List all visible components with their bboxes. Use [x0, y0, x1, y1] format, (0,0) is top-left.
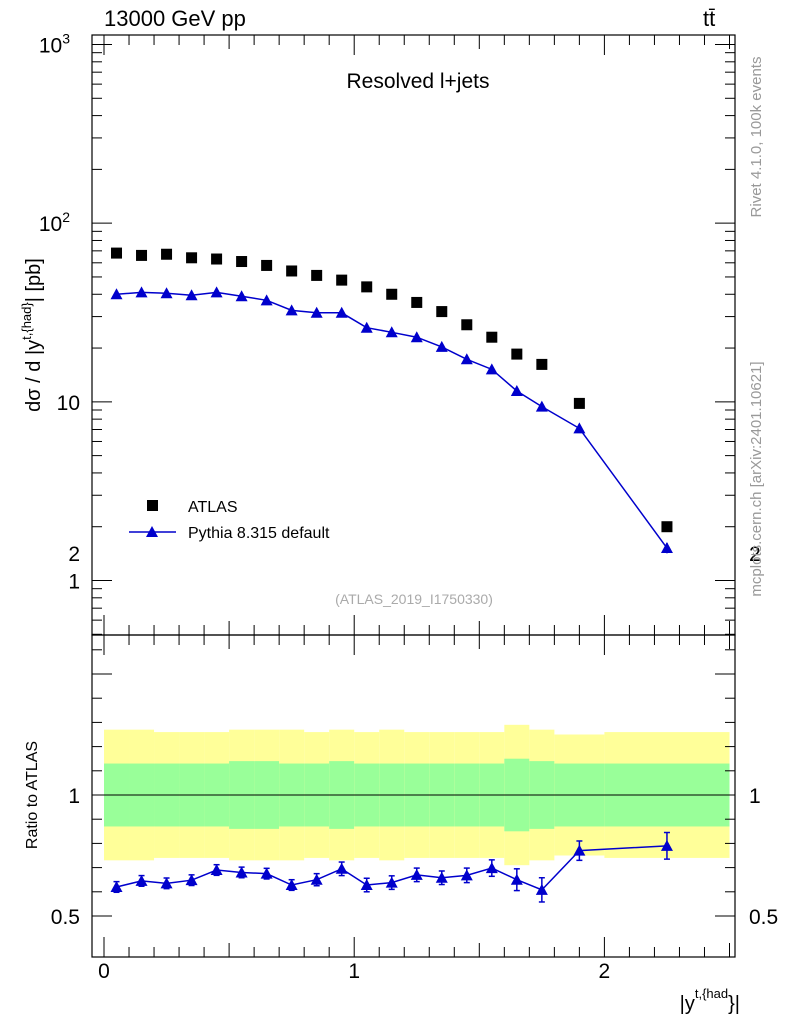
pythia-point	[360, 321, 373, 333]
atlas-point	[461, 319, 473, 331]
header-process-label: tt̄	[703, 6, 716, 31]
svg-text:|yt,{had}|: |yt,{had}|	[680, 986, 740, 1015]
rivet-side-label: Rivet 4.1.0, 100k events	[748, 57, 765, 218]
pythia-point	[510, 384, 523, 396]
pythia-point	[385, 326, 398, 338]
ratio-point	[360, 879, 373, 891]
main-y-tick-label: 103	[39, 31, 70, 58]
ratio-y-tick-label-right: 1	[749, 785, 761, 808]
ratio-y-axis-title: Ratio to ATLAS	[24, 741, 41, 849]
pythia-point	[285, 304, 298, 316]
ratio-point	[535, 883, 548, 895]
atlas-point	[211, 253, 223, 265]
pythia-series-line	[116, 291, 668, 549]
pythia-point	[260, 294, 273, 306]
legend-label-pythia: Pythia 8.315 default	[188, 525, 330, 542]
main-y-tick-label: 10	[57, 392, 80, 415]
legend: ATLAS Pythia 8.315 default	[129, 499, 330, 542]
ratio-x-tick-label: 0	[98, 960, 110, 983]
pythia-point	[135, 286, 148, 298]
ratio-point	[310, 873, 323, 885]
ratio-y-tick-label: 0.5	[51, 906, 80, 929]
atlas-point	[261, 259, 273, 271]
ratio-point	[210, 864, 223, 876]
atlas-point	[236, 256, 248, 268]
atlas-point	[186, 252, 198, 264]
analysis-label: (ATLAS_2019_I1750330)	[335, 591, 493, 607]
ratio-point	[660, 839, 673, 851]
mcplots-side-label: mcplots.cern.ch [arXiv:2401.10621]	[748, 361, 765, 596]
ratio-point	[260, 867, 273, 879]
ratio-point	[460, 869, 473, 881]
ratio-point	[110, 880, 123, 892]
atlas-point	[136, 249, 148, 261]
ratio-y-tick-label: 1	[68, 785, 80, 808]
atlas-point	[336, 274, 348, 286]
atlas-point	[161, 248, 173, 260]
pythia-point	[335, 306, 348, 318]
x-axis-title: |yt,{had}|	[680, 986, 740, 1015]
atlas-point	[411, 296, 423, 308]
main-y-tick-label: 102	[39, 209, 70, 236]
main-panel-marks	[110, 247, 673, 554]
ratio-point	[510, 873, 523, 885]
main-panel-frame	[91, 34, 736, 636]
ratio-point	[410, 868, 423, 880]
pythia-point	[460, 353, 473, 365]
ratio-y-tick-label-right: 2	[749, 543, 761, 566]
ratio-point	[185, 874, 198, 886]
main-y-tick-label: 1	[68, 571, 80, 594]
pythia-point	[210, 286, 223, 298]
pythia-point	[660, 542, 673, 554]
svg-text:dσ / d |yt,{had}| [pb]: dσ / d |yt,{had}| [pb]	[19, 258, 45, 412]
atlas-point	[111, 247, 123, 259]
ratio-panel-marks	[110, 831, 673, 903]
ratio-point	[160, 877, 173, 889]
pythia-point	[235, 290, 248, 302]
pythia-point	[485, 363, 498, 375]
pythia-point	[160, 287, 173, 299]
ratio-point	[435, 871, 448, 883]
ratio-point	[485, 862, 498, 874]
ratio-point	[573, 844, 586, 856]
atlas-point	[486, 331, 498, 343]
atlas-point	[361, 281, 373, 293]
ratio-point	[385, 876, 398, 888]
legend-label-atlas: ATLAS	[188, 499, 238, 516]
atlas-point	[511, 348, 523, 360]
ratio-point	[135, 874, 148, 886]
atlas-point	[436, 306, 448, 318]
header-energy-label: 13000 GeV pp	[104, 6, 246, 31]
atlas-point	[536, 358, 548, 370]
ratio-y-tick-label: 2	[68, 543, 80, 566]
atlas-point	[573, 397, 585, 409]
ratio-x-tick-label: 2	[599, 960, 611, 983]
pythia-point	[410, 331, 423, 343]
pythia-point	[110, 288, 123, 300]
pythia-point	[435, 340, 448, 352]
pythia-point	[310, 306, 323, 318]
main-y-axis-title: dσ / d |yt,{had}| [pb]	[19, 258, 45, 412]
legend-marker-atlas	[147, 500, 158, 511]
ratio-point	[235, 866, 248, 878]
atlas-point	[311, 269, 323, 281]
ratio-panel-frame	[91, 634, 736, 958]
pythia-point	[573, 422, 586, 434]
ratio-y-tick-label-right: 0.5	[749, 906, 778, 929]
pythia-point	[535, 400, 548, 412]
ratio-x-tick-label: 1	[348, 960, 360, 983]
ratio-point	[285, 879, 298, 891]
pythia-point	[185, 289, 198, 301]
atlas-point	[286, 265, 298, 277]
legend-marker-pythia	[146, 526, 158, 537]
ratio-point	[335, 862, 348, 874]
atlas-point	[661, 521, 673, 533]
ratio-series-line	[116, 845, 667, 891]
atlas-point	[386, 288, 398, 300]
axis-ticks: 1 10 102 103 0 1 2 0.5 0.5 1 1 2 2	[39, 31, 778, 984]
main-title: Resolved l+jets	[347, 70, 490, 93]
